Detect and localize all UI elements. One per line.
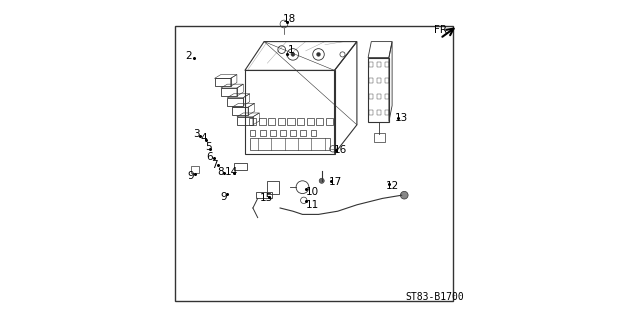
Bar xyxy=(376,62,381,67)
Text: 10: 10 xyxy=(306,187,318,197)
Text: 9: 9 xyxy=(187,171,194,181)
Bar xyxy=(316,118,324,125)
Bar xyxy=(250,130,255,136)
Text: FR.: FR. xyxy=(434,25,450,35)
Bar xyxy=(326,118,333,125)
Bar xyxy=(306,118,313,125)
Bar xyxy=(373,133,385,142)
Bar xyxy=(268,181,280,194)
Bar xyxy=(385,94,389,99)
Text: 15: 15 xyxy=(260,193,273,204)
Bar xyxy=(369,78,373,83)
Text: 1: 1 xyxy=(288,44,294,55)
Text: 6: 6 xyxy=(206,152,213,162)
Bar xyxy=(190,166,199,173)
Bar xyxy=(376,94,381,99)
Bar xyxy=(369,94,373,99)
Circle shape xyxy=(401,191,408,199)
Bar xyxy=(376,110,381,115)
Bar xyxy=(369,62,373,67)
Text: 18: 18 xyxy=(282,14,296,24)
Text: 5: 5 xyxy=(204,142,211,152)
Text: 11: 11 xyxy=(306,200,318,210)
Bar xyxy=(249,118,256,125)
Bar xyxy=(310,130,316,136)
Bar xyxy=(270,130,276,136)
Bar xyxy=(369,110,373,115)
Bar xyxy=(250,138,330,150)
Text: 2: 2 xyxy=(185,51,192,61)
Bar xyxy=(278,118,285,125)
Text: 16: 16 xyxy=(334,145,347,156)
Bar xyxy=(290,130,296,136)
Text: 17: 17 xyxy=(329,177,342,188)
Bar xyxy=(376,78,381,83)
Circle shape xyxy=(291,52,295,56)
Text: 8: 8 xyxy=(218,167,224,177)
Bar xyxy=(385,78,389,83)
Bar xyxy=(259,118,266,125)
Bar xyxy=(301,130,306,136)
Text: 3: 3 xyxy=(193,129,199,140)
Circle shape xyxy=(317,52,320,56)
Bar xyxy=(385,110,389,115)
Circle shape xyxy=(319,178,324,183)
Text: ST83-B1700: ST83-B1700 xyxy=(405,292,464,302)
Text: 4: 4 xyxy=(200,132,206,143)
Bar xyxy=(175,26,453,301)
Text: 7: 7 xyxy=(211,160,218,170)
Text: 13: 13 xyxy=(394,113,408,124)
Text: 14: 14 xyxy=(225,167,238,177)
Text: 9: 9 xyxy=(221,192,227,202)
Bar xyxy=(287,118,294,125)
Bar xyxy=(260,130,266,136)
Bar xyxy=(297,118,304,125)
Bar xyxy=(385,62,389,67)
Text: 12: 12 xyxy=(385,180,399,191)
Bar xyxy=(280,130,286,136)
Bar xyxy=(268,118,275,125)
